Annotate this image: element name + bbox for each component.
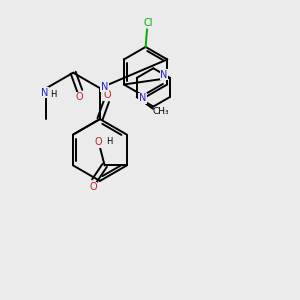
Text: N: N: [160, 70, 168, 80]
Text: CH₃: CH₃: [153, 106, 169, 116]
Text: O: O: [95, 137, 103, 148]
Text: H: H: [50, 90, 56, 99]
Text: N: N: [139, 94, 146, 103]
Text: N: N: [101, 82, 108, 92]
Text: H: H: [106, 137, 112, 146]
Text: O: O: [103, 90, 111, 100]
Text: O: O: [76, 92, 83, 102]
Text: Cl: Cl: [144, 18, 153, 28]
Text: N: N: [41, 88, 49, 98]
Text: O: O: [89, 182, 97, 192]
